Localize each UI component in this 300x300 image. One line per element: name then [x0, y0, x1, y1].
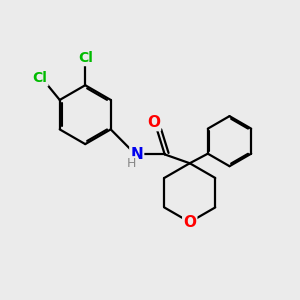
Text: O: O: [183, 214, 196, 230]
Text: O: O: [147, 115, 160, 130]
Text: Cl: Cl: [78, 51, 93, 65]
Text: N: N: [130, 147, 143, 162]
Text: Cl: Cl: [33, 71, 47, 85]
Text: H: H: [127, 157, 136, 170]
